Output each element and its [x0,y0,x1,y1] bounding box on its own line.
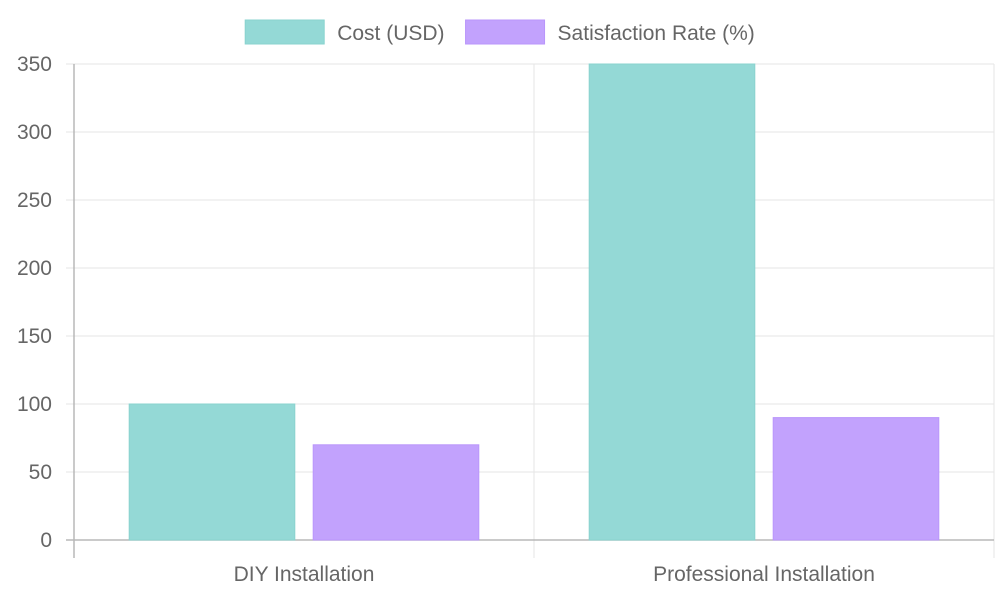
bar-cost-0[interactable] [128,403,296,541]
bar-satisfaction-1[interactable] [772,417,940,541]
legend-label[interactable]: Cost (USD) [337,22,444,45]
x-tick-label: Professional Installation [653,563,875,586]
y-tick-label: 150 [17,325,52,348]
y-tick-label: 250 [17,189,52,212]
y-tick-label: 50 [29,461,52,484]
x-tick-label: DIY Installation [234,563,375,586]
legend-label[interactable]: Satisfaction Rate (%) [558,22,755,45]
y-tick-label: 100 [17,393,52,416]
y-tick-label: 0 [40,529,52,552]
bar-cost-1[interactable] [588,63,756,541]
tick-labels: 0 50 100 150 200 250 300 350 DIY Installation Pro… [17,53,875,586]
y-tick-label: 350 [17,53,52,76]
legend-swatch[interactable] [465,19,546,45]
y-tick-label: 300 [17,121,52,144]
bars [128,63,940,541]
bar-satisfaction-0[interactable] [312,444,480,541]
legend: Cost (USD) Satisfaction Rate (%) [244,19,755,45]
y-tick-label: 200 [17,257,52,280]
legend-swatch[interactable] [244,19,325,45]
